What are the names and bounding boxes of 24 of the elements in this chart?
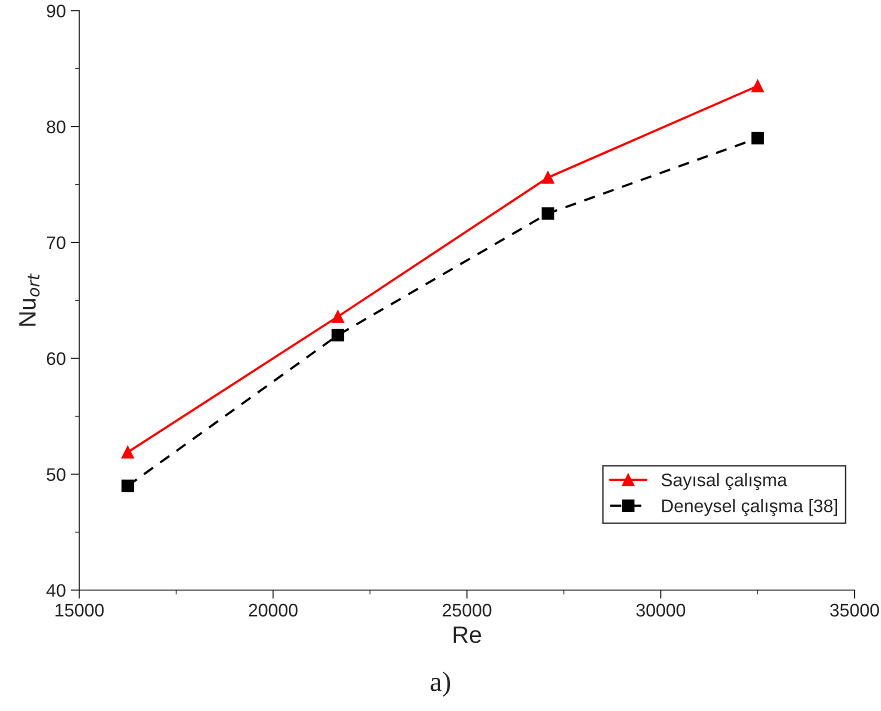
y-axis-title: Nu$_{ort}$ [19, 273, 40, 326]
x-tick-label: 30000 [636, 604, 686, 617]
point [121, 480, 134, 492]
x-tick-label: 35000 [830, 604, 879, 617]
legend-label: Sayısal çalışma [662, 473, 788, 490]
y-tick-label: 40 [46, 584, 66, 597]
point [751, 80, 764, 92]
x-tick-label: 15000 [56, 604, 104, 617]
y-tick-label: 90 [46, 4, 66, 18]
x-axis-title: Re [454, 626, 481, 644]
point [542, 171, 554, 184]
x-tick-label: 20000 [248, 604, 298, 617]
text: a) [430, 672, 450, 697]
legend-label: Deneysel çalışma [38] [662, 499, 838, 516]
y-tick-label: 50 [46, 468, 66, 481]
point [751, 132, 764, 144]
point [332, 310, 344, 323]
point [121, 446, 134, 458]
y-tick-label: 60 [46, 352, 66, 366]
y-tick-label: 80 [46, 120, 66, 134]
x-tick-label: 25000 [442, 604, 492, 617]
point [542, 207, 554, 220]
point [332, 328, 344, 342]
y-tick-label: 70 [46, 236, 66, 250]
